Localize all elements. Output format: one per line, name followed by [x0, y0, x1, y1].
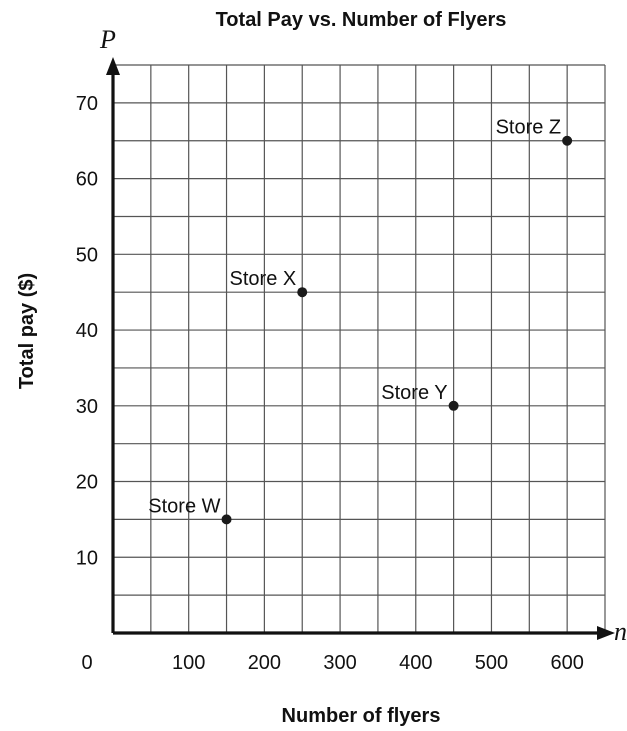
data-point — [221, 514, 232, 525]
x-axis-arrowhead — [597, 626, 615, 640]
y-tick-label: 40 — [76, 320, 98, 342]
y-tick-label: 30 — [76, 396, 98, 418]
chart-title: Total Pay vs. Number of Flyers — [216, 9, 507, 31]
y-axis-symbol: P — [99, 25, 116, 54]
data-point-label: Store Z — [496, 117, 562, 139]
x-tick-label: 400 — [399, 652, 432, 674]
data-points: Store W Store X Store Y Store Z — [148, 117, 573, 525]
y-axis-arrowhead — [106, 57, 120, 75]
origin-tick-label: 0 — [81, 652, 92, 674]
data-point-label: Store X — [230, 268, 297, 290]
y-axis-title: Total pay ($) — [16, 273, 38, 389]
y-tick-label: 70 — [76, 93, 98, 115]
data-point — [448, 400, 459, 411]
data-point-label: Store W — [148, 495, 220, 517]
y-tick-label: 10 — [76, 547, 98, 569]
data-point — [562, 135, 573, 146]
y-tick-label: 50 — [76, 244, 98, 266]
tick-labels: 0 100 200 300 400 500 600 10 20 30 40 50 60 70 — [76, 93, 584, 674]
x-tick-label: 300 — [323, 652, 356, 674]
data-point-label: Store Y — [381, 382, 447, 404]
data-point — [297, 287, 308, 298]
y-tick-label: 20 — [76, 472, 98, 494]
x-tick-label: 500 — [475, 652, 508, 674]
x-axis-symbol: n — [614, 617, 627, 646]
x-axis-title: Number of flyers — [282, 705, 441, 727]
x-tick-label: 100 — [172, 652, 205, 674]
x-tick-label: 600 — [550, 652, 583, 674]
x-tick-label: 200 — [248, 652, 281, 674]
y-tick-label: 60 — [76, 169, 98, 191]
axes — [106, 57, 615, 640]
grid-lines — [113, 64, 606, 633]
